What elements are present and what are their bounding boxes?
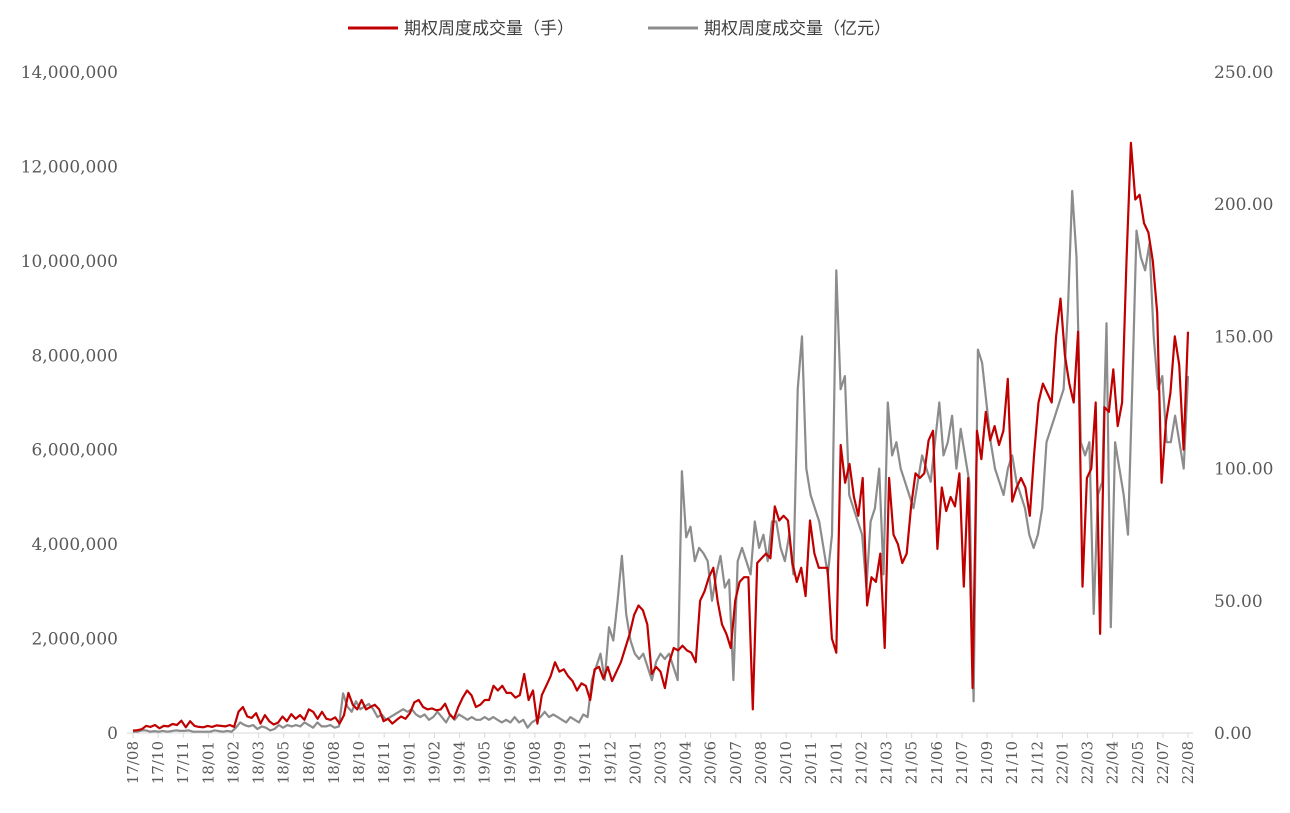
left-y-tick-label: 8,000,000 [31,346,118,366]
x-tick-label: 20/06 [702,741,720,784]
x-tick-label: 21/09 [978,741,996,784]
left-y-tick-label: 12,000,000 [21,157,118,177]
x-tick-label: 19/06 [501,741,519,784]
x-tick-label: 22/05 [1129,741,1147,784]
x-tick-label: 20/10 [777,741,795,784]
series-layer [132,141,1190,733]
x-tick-label: 18/02 [224,741,242,784]
x-tick-label: 22/07 [1154,741,1172,784]
left-y-tick-label: 10,000,000 [21,252,118,272]
x-tick-label: 22/04 [1104,741,1122,784]
left-y-tick-label: 0 [107,724,118,744]
x-tick-label: 20/04 [677,741,695,784]
x-tick-label: 20/08 [752,741,770,784]
right-y-tick-label: 150.00 [1214,327,1273,347]
x-tick-label: 18/06 [300,741,318,784]
right-y-tick-label: 200.00 [1214,195,1273,215]
series-line-volume-yuan [133,189,1190,733]
x-tick-label: 19/01 [400,741,418,784]
x-tick-label: 21/02 [852,741,870,784]
x-tick-label: 21/01 [827,741,845,784]
x-axis: 17/08 17/10 17/11 18/01 18/02 18/03 18/05 18/06… [124,733,1197,784]
x-tick-label: 21/07 [953,741,971,784]
x-tick-label: 19/04 [451,741,469,784]
x-tick-label: 19/08 [526,741,544,784]
x-tick-label: 18/10 [350,741,368,784]
x-tick-label: 17/10 [149,741,167,784]
left-y-tick-label: 14,000,000 [21,63,118,83]
legend-label-volume-yuan: 期权周度成交量（亿元） [704,19,891,39]
x-tick-label: 20/07 [727,741,745,784]
x-tick-label: 20/01 [626,741,644,784]
x-tick-label: 17/11 [174,741,192,784]
left-y-axis: 0 2,000,000 4,000,000 6,000,000 8,000,000 10,… [21,63,118,744]
x-tick-label: 22/03 [1079,741,1097,784]
series-line-volume-lots [132,141,1190,732]
x-tick-label: 19/02 [425,741,443,784]
x-tick-label: 18/05 [275,741,293,784]
x-tick-label: 19/11 [576,741,594,784]
x-tick-label: 18/01 [199,741,217,784]
right-y-tick-label: 0.00 [1214,724,1252,744]
x-tick-label: 18/11 [375,741,393,784]
left-y-tick-label: 2,000,000 [31,630,118,650]
x-tick-label: 18/08 [325,741,343,784]
x-tick-label: 22/01 [1053,741,1071,784]
x-tick-label: 19/05 [476,741,494,784]
x-tick-label: 17/08 [124,741,142,784]
x-tick-label: 20/11 [802,741,820,784]
x-tick-label: 22/08 [1179,741,1197,784]
x-tick-label: 20/03 [652,741,670,784]
x-tick-label: 21/05 [903,741,921,784]
right-y-tick-label: 100.00 [1214,460,1273,480]
x-tick-label: 19/12 [601,741,619,784]
x-tick-label: 19/09 [551,741,569,784]
chart-legend: 期权周度成交量（手） 期权周度成交量（亿元） [348,19,891,39]
right-y-axis: 0.00 50.00 100.00 150.00 200.00 250.00 [1214,63,1273,744]
left-y-tick-label: 6,000,000 [31,441,118,461]
x-tick-label: 21/06 [928,741,946,784]
right-y-tick-label: 250.00 [1214,63,1273,83]
x-tick-label: 18/03 [250,741,268,784]
x-tick-label: 21/12 [1028,741,1046,784]
legend-label-volume-lots: 期权周度成交量（手） [404,19,574,39]
x-tick-label: 21/10 [1003,741,1021,784]
x-tick-label: 21/03 [878,741,896,784]
right-y-tick-label: 50.00 [1214,592,1263,612]
left-y-tick-label: 4,000,000 [31,535,118,555]
